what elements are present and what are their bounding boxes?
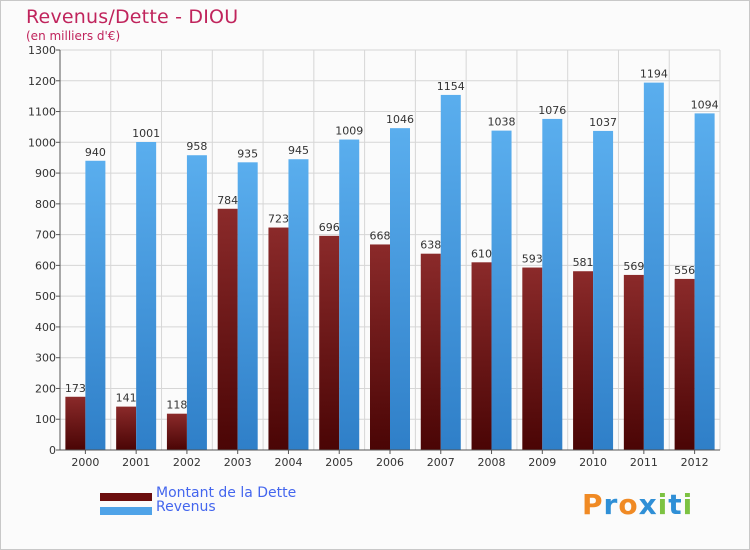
x-tick-label-2011: 2011 [630, 456, 658, 469]
bar-dette-2012 [674, 278, 695, 450]
x-tick-label-2003: 2003 [224, 456, 252, 469]
value-label-dette-2005: 696 [319, 221, 340, 234]
logo-letter: o [618, 488, 639, 521]
bar-dette-2005 [319, 235, 340, 450]
value-label-dette-2008: 610 [471, 247, 492, 260]
value-label-dette-2007: 638 [420, 239, 441, 252]
proxiti-logo: Proxiti [582, 488, 693, 521]
x-tick-label-2005: 2005 [325, 456, 353, 469]
bar-dette-2010 [573, 271, 594, 450]
value-label-revenus-2005: 1009 [335, 125, 363, 138]
bar-revenus-2003 [237, 162, 258, 451]
value-label-revenus-2002: 958 [186, 140, 207, 153]
legend-swatch-revenus [100, 507, 152, 515]
bar-dette-2003 [217, 208, 238, 450]
y-tick-label: 600 [35, 259, 56, 272]
legend-label-revenus: Revenus [156, 499, 216, 515]
legend-swatch-debt [100, 493, 152, 501]
value-label-revenus-2001: 1001 [132, 127, 160, 140]
value-label-dette-2004: 723 [268, 213, 289, 226]
y-tick-label: 300 [35, 352, 56, 365]
y-tick-label: 500 [35, 290, 56, 303]
y-tick-label: 1100 [28, 106, 56, 119]
y-tick-label: 1000 [28, 136, 56, 149]
bar-revenus-2004 [288, 159, 309, 450]
x-tick-label-2002: 2002 [173, 456, 201, 469]
value-label-revenus-2003: 935 [237, 147, 258, 160]
bar-dette-2011 [623, 274, 644, 450]
value-label-dette-2006: 668 [370, 229, 391, 242]
logo-letter: P [582, 488, 604, 521]
value-label-dette-2012: 556 [674, 264, 695, 277]
value-label-dette-2009: 593 [522, 253, 543, 266]
chart-title: Revenus/Dette - DIOU [26, 6, 239, 28]
value-label-revenus-2000: 940 [85, 146, 106, 159]
x-tick-label-2007: 2007 [427, 456, 455, 469]
x-tick-label-2004: 2004 [274, 456, 302, 469]
x-tick-label-2009: 2009 [528, 456, 556, 469]
x-tick-label-2008: 2008 [478, 456, 506, 469]
value-label-dette-2010: 581 [573, 256, 594, 269]
y-tick-label: 800 [35, 198, 56, 211]
x-tick-label-2010: 2010 [579, 456, 607, 469]
value-label-dette-2002: 118 [166, 399, 187, 412]
bar-revenus-2008 [491, 130, 512, 450]
bar-revenus-2007 [440, 94, 461, 450]
bar-revenus-2010 [593, 130, 614, 450]
y-tick-label: 200 [35, 382, 56, 395]
value-label-revenus-2012: 1094 [691, 98, 719, 111]
bar-dette-2009 [522, 267, 543, 450]
value-label-revenus-2011: 1194 [640, 68, 668, 81]
value-label-revenus-2007: 1154 [437, 80, 465, 93]
bar-revenus-2001 [136, 142, 157, 450]
x-tick-label-2001: 2001 [122, 456, 150, 469]
bar-revenus-2002 [186, 155, 207, 450]
bar-dette-2008 [471, 262, 492, 450]
logo-letter: x [638, 488, 658, 521]
bar-revenus-2006 [390, 128, 410, 450]
x-tick-label-2012: 2012 [681, 456, 709, 469]
y-tick-label: 400 [35, 321, 56, 334]
y-tick-label: 100 [35, 413, 56, 426]
x-tick-label-2006: 2006 [376, 456, 404, 469]
bar-revenus-2012 [694, 113, 715, 450]
value-label-revenus-2009: 1076 [538, 104, 566, 117]
logo-letter: r [603, 488, 619, 521]
logo-letter: t [668, 488, 683, 521]
chart-subtitle: (en milliers d'€) [26, 29, 121, 43]
bar-dette-2001 [116, 406, 137, 450]
legend-label-debt: Montant de la Dette [156, 485, 297, 501]
y-tick-label: 900 [35, 167, 56, 180]
bar-revenus-2005 [339, 139, 360, 451]
bar-dette-2007 [420, 253, 441, 450]
logo-letter: i [682, 488, 694, 521]
value-label-revenus-2010: 1037 [589, 116, 617, 129]
value-label-revenus-2006: 1046 [386, 113, 414, 126]
y-tick-label: 1300 [28, 44, 56, 57]
value-label-dette-2000: 173 [65, 382, 86, 395]
x-tick-label-2000: 2000 [71, 456, 99, 469]
bar-dette-2006 [370, 244, 390, 450]
value-label-dette-2011: 569 [623, 260, 644, 273]
bar-dette-2004 [268, 227, 289, 450]
bar-revenus-2000 [85, 160, 106, 450]
bar-revenus-2009 [542, 118, 563, 450]
y-tick-label: 700 [35, 229, 56, 242]
bar-dette-2000 [65, 396, 86, 450]
bar-dette-2002 [166, 413, 187, 450]
logo-letter: i [657, 488, 669, 521]
bar-revenus-2011 [643, 82, 664, 450]
value-label-revenus-2008: 1038 [488, 116, 516, 129]
y-tick-label: 0 [49, 444, 56, 457]
y-tick-label: 1200 [28, 75, 56, 88]
value-label-dette-2003: 784 [217, 194, 238, 207]
value-label-dette-2001: 141 [116, 392, 137, 405]
value-label-revenus-2004: 945 [288, 144, 309, 157]
